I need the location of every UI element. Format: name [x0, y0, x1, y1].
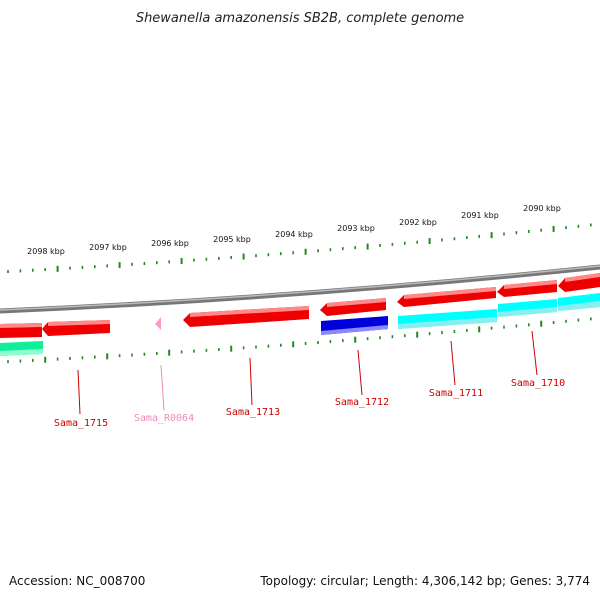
label-connectors: [77, 330, 538, 415]
scale-label: 2094 kbp: [275, 230, 313, 239]
gene-track: [0, 273, 600, 356]
outer-tick-row: [7, 223, 592, 274]
gene-arrow-highlight: [48, 320, 110, 326]
gene-arrow-highlight: [404, 287, 496, 299]
inner-tick-row: [7, 317, 592, 364]
gene-arrow-blue-shade: [321, 325, 388, 335]
label-line: [357, 349, 363, 396]
gene-arrow-highlight: [565, 273, 600, 282]
rna-label[interactable]: Sama_R0064: [134, 413, 194, 424]
label-line: [450, 340, 456, 386]
gene-label[interactable]: Sama_1710: [511, 378, 565, 389]
gene-label[interactable]: Sama_1711: [429, 388, 483, 399]
scale-label: 2095 kbp: [213, 235, 251, 244]
label-line: [531, 330, 538, 376]
scale-label: 2092 kbp: [399, 218, 437, 227]
scale-labels: 2098 kbp 2097 kbp 2096 kbp 2095 kbp 2094…: [27, 204, 561, 256]
genome-backbone-highlight: [0, 265, 600, 311]
gene-arrow-highlight: [327, 298, 386, 307]
green-feature-shade: [0, 349, 43, 356]
gene-labels: Sama_1715 Sama_R0064 Sama_1713 Sama_1712…: [54, 378, 565, 429]
gene-arrow-highlight: [190, 306, 309, 317]
scale-label: 2097 kbp: [89, 243, 127, 252]
gene-label[interactable]: Sama_1713: [226, 407, 280, 418]
scale-label: 2091 kbp: [461, 211, 499, 220]
cyan-feature-shade: [498, 307, 557, 317]
genome-summary: Topology: circular; Length: 4,306,142 bp…: [260, 574, 590, 588]
genome-backbone: [0, 264, 600, 314]
scale-label: 2098 kbp: [27, 247, 65, 256]
gene-label[interactable]: Sama_1712: [335, 397, 389, 408]
cyan-feature-shade: [398, 317, 497, 329]
accession-text: Accession: NC_008700: [9, 574, 146, 588]
scale-label: 2093 kbp: [337, 224, 375, 233]
map-title: Shewanella amazonensis SB2B, complete ge…: [136, 11, 464, 26]
gene-arrow-highlight: [0, 323, 42, 328]
scale-label: 2096 kbp: [151, 239, 189, 248]
gene-label[interactable]: Sama_1715: [54, 418, 108, 429]
rna-arrow: [155, 317, 161, 330]
label-line: [249, 357, 253, 406]
scale-label: 2090 kbp: [523, 204, 561, 213]
cyan-feature-shade: [558, 301, 600, 311]
label-line: [160, 364, 165, 411]
gene-arrow-highlight: [504, 280, 557, 289]
label-line: [77, 369, 81, 415]
